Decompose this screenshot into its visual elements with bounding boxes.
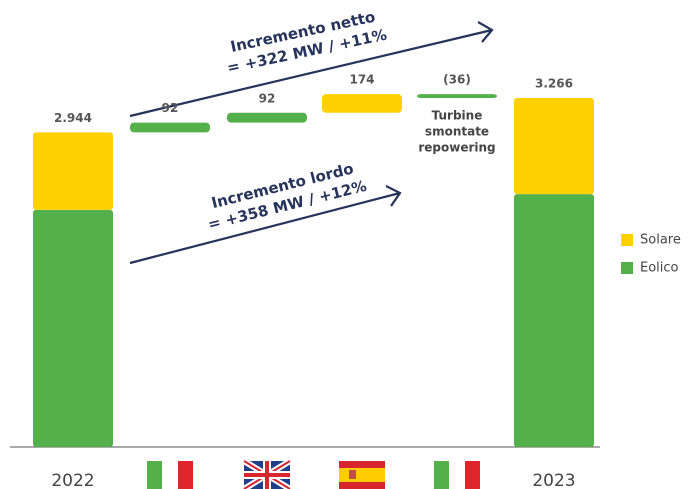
bar (227, 112, 307, 123)
value-label: 92 (259, 91, 276, 105)
legend-label: Solare (640, 233, 681, 248)
x-tick-label: 2022 (51, 471, 94, 489)
arrow-lordo (129, 185, 402, 265)
bar (514, 194, 594, 447)
value-label: 92 (162, 101, 179, 115)
flags (147, 458, 480, 489)
x-tick-label: 2023 (532, 471, 575, 489)
bar (322, 94, 402, 113)
value-label: 3.266 (535, 77, 573, 91)
legend-swatch (621, 234, 633, 246)
arrow-netto (129, 21, 494, 118)
bar (33, 132, 113, 210)
annotation: smontate (425, 125, 489, 139)
flag-italy (147, 461, 193, 489)
bar (130, 122, 210, 133)
annotation: repowering (418, 141, 495, 155)
flag-italy (434, 461, 480, 489)
annotation: Turbine (432, 109, 483, 123)
bar (33, 209, 113, 447)
bar (417, 94, 497, 99)
annotation-group: Incremento netto= +322 MW / +11% (225, 8, 388, 77)
value-label: 2.944 (54, 111, 92, 125)
bar (514, 98, 594, 195)
flag-spain (339, 461, 385, 489)
legend-label: Eolico (640, 261, 679, 276)
legend-swatch (621, 262, 633, 274)
value-label: (36) (443, 73, 471, 87)
flag-uk (242, 458, 292, 489)
arrows (129, 21, 494, 265)
value-label: 174 (349, 73, 374, 87)
